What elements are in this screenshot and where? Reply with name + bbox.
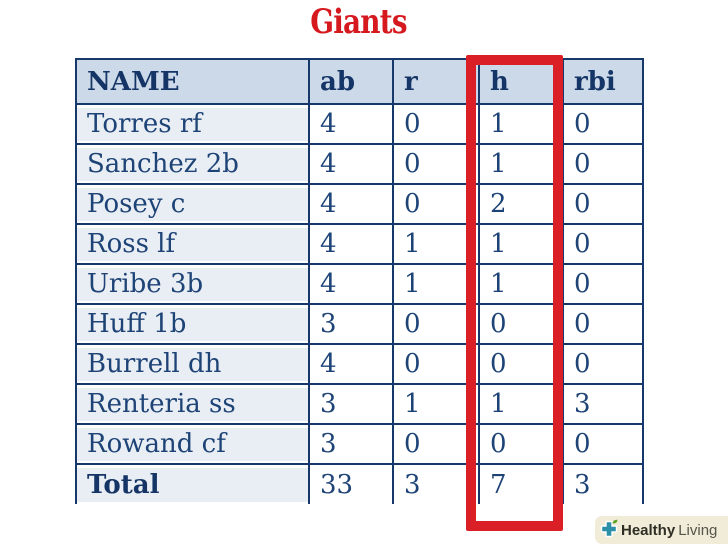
stat-cell-rbi: 0: [562, 343, 644, 385]
stat-cell-h: 1: [478, 223, 564, 265]
table-row: Sanchez 2b 4 0 1 0: [75, 143, 644, 185]
table-row: Renteria ss 3 1 1 3: [75, 383, 644, 425]
stat-cell-h: 2: [478, 183, 564, 225]
stat-cell-r: 0: [392, 103, 480, 145]
table-row: Ross lf 4 1 1 0: [75, 223, 644, 265]
column-header-rbi: rbi: [562, 58, 644, 105]
player-name-cell: Total: [75, 463, 310, 504]
table-header: NAME ab r h rbi: [75, 58, 644, 105]
page-title: Giants: [310, 2, 407, 42]
stat-cell-r: 0: [392, 143, 480, 185]
player-name-cell: Rowand cf: [75, 423, 310, 465]
stat-cell-r: 1: [392, 383, 480, 425]
player-name-cell: Uribe 3b: [75, 263, 310, 305]
stat-cell-rbi: 3: [562, 463, 644, 504]
table-row-total: Total 33 3 7 3: [75, 463, 644, 504]
table-body: Torres rf 4 0 1 0 Sanchez 2b 4 0 1 0 Posey c 4 0 2 0 Ro…: [75, 103, 644, 504]
stat-cell-ab: 4: [308, 223, 394, 265]
table-row: Rowand cf 3 0 0 0: [75, 423, 644, 465]
stat-cell-r: 1: [392, 263, 480, 305]
stat-cell-rbi: 0: [562, 423, 644, 465]
healthy-living-watermark: Healthy Living: [595, 516, 728, 544]
table-row: Uribe 3b 4 1 1 0: [75, 263, 644, 305]
stat-cell-h: 0: [478, 303, 564, 345]
stat-cell-ab: 3: [308, 383, 394, 425]
plus-leaf-icon: [600, 519, 618, 538]
stat-cell-rbi: 0: [562, 303, 644, 345]
stat-cell-rbi: 0: [562, 223, 644, 265]
stat-cell-rbi: 0: [562, 263, 644, 305]
player-name-cell: Sanchez 2b: [75, 143, 310, 185]
table-row: Huff 1b 3 0 0 0: [75, 303, 644, 345]
stat-cell-r: 0: [392, 423, 480, 465]
stat-cell-rbi: 3: [562, 383, 644, 425]
stat-cell-ab: 4: [308, 143, 394, 185]
player-name-cell: Huff 1b: [75, 303, 310, 345]
stat-cell-ab: 3: [308, 423, 394, 465]
header-row: NAME ab r h rbi: [75, 58, 644, 105]
column-header-r: r: [392, 58, 480, 105]
watermark-text-regular: Living: [678, 521, 718, 539]
table-row: Torres rf 4 0 1 0: [75, 103, 644, 145]
watermark-text-bold: Healthy: [621, 521, 676, 539]
stat-cell-h: 0: [478, 343, 564, 385]
column-header-ab: ab: [308, 58, 394, 105]
player-name-cell: Posey c: [75, 183, 310, 225]
stat-cell-ab: 4: [308, 343, 394, 385]
stat-cell-r: 3: [392, 463, 480, 504]
stat-cell-h: 1: [478, 103, 564, 145]
stat-cell-h: 1: [478, 263, 564, 305]
column-header-name: NAME: [75, 58, 310, 105]
stat-cell-r: 0: [392, 183, 480, 225]
stat-cell-h: 7: [478, 463, 564, 504]
box-score-table: NAME ab r h rbi Torres rf 4 0 1 0 Sanchez 2b 4…: [75, 58, 644, 504]
stat-cell-h: 1: [478, 383, 564, 425]
player-name-cell: Burrell dh: [75, 343, 310, 385]
stat-cell-r: 0: [392, 343, 480, 385]
stat-cell-rbi: 0: [562, 143, 644, 185]
stat-cell-h: 0: [478, 423, 564, 465]
stat-cell-ab: 4: [308, 103, 394, 145]
table-row: Burrell dh 4 0 0 0: [75, 343, 644, 385]
player-name-cell: Ross lf: [75, 223, 310, 265]
stat-cell-r: 1: [392, 223, 480, 265]
stat-cell-ab: 4: [308, 263, 394, 305]
stat-cell-ab: 3: [308, 303, 394, 345]
stat-cell-r: 0: [392, 303, 480, 345]
stat-cell-ab: 4: [308, 183, 394, 225]
player-name-cell: Renteria ss: [75, 383, 310, 425]
player-name-cell: Torres rf: [75, 103, 310, 145]
stat-cell-rbi: 0: [562, 103, 644, 145]
stat-cell-ab: 33: [308, 463, 394, 504]
column-header-h: h: [478, 58, 564, 105]
stat-cell-h: 1: [478, 143, 564, 185]
stat-cell-rbi: 0: [562, 183, 644, 225]
